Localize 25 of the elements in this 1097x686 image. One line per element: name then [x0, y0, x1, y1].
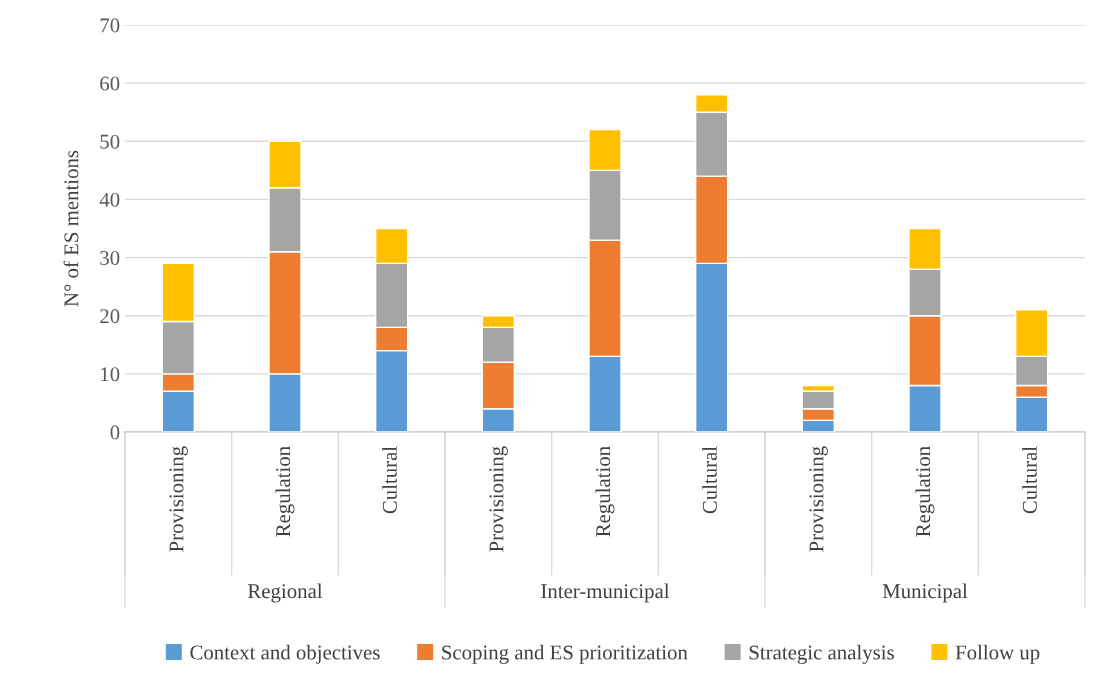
y-tick-label: 50 — [100, 134, 120, 149]
x-tick-label: Provisioning — [809, 446, 828, 552]
x-tick-label: Regulation — [595, 446, 615, 537]
legend-label: Context and objectives — [190, 644, 380, 664]
text: Regional — [247, 583, 323, 603]
x-tick-label: Provisioning — [489, 446, 508, 552]
y-tick-label: 60 — [100, 76, 120, 91]
x-tick-label: Cultural — [1022, 446, 1037, 514]
x-tick-label: Cultural — [382, 446, 397, 514]
x-tick-label: Provisioning — [169, 446, 188, 552]
legend-label: Strategic analysis — [749, 644, 894, 664]
legend-label: Follow up — [955, 644, 1040, 664]
y-tick-label: 0 — [110, 425, 120, 440]
y-tick-label: 70 — [100, 18, 120, 33]
y-tick-label: 20 — [100, 309, 120, 324]
x-tick-label: Regulation — [275, 446, 295, 537]
x-tick-label: Cultural — [702, 446, 717, 514]
y-tick-label: 10 — [101, 367, 120, 382]
text: Municipal — [882, 583, 968, 603]
legend-label: Scoping and ES prioritization — [442, 644, 688, 664]
text: Inter-municipal — [541, 583, 670, 603]
y-tick-label: 30 — [100, 250, 120, 265]
y-tick-label: 40 — [99, 192, 120, 207]
x-tick-label: Regulation — [915, 446, 935, 537]
y-axis-title: N° of ES mentions — [63, 150, 79, 307]
